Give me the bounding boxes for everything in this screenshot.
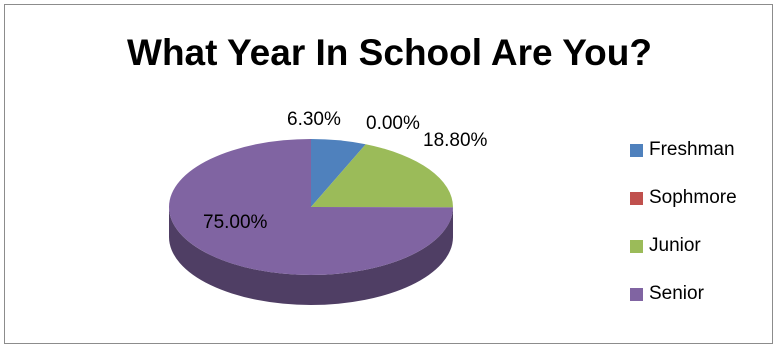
pie-slice-freshman [311, 139, 366, 207]
legend-item-sophmore: Sophmore [630, 186, 737, 210]
legend-item-senior: Senior [630, 282, 737, 306]
legend-swatch-freshman [630, 143, 643, 157]
legend: Freshman Sophmore Junior Senior [630, 138, 737, 306]
legend-swatch-senior [630, 287, 643, 301]
pie-slice-senior [168, 139, 453, 276]
legend-item-freshman: Freshman [630, 138, 737, 162]
data-label-sophmore: 0.00% [366, 113, 420, 134]
data-label-freshman: 6.30% [287, 109, 341, 130]
pie-side-senior [169, 207, 453, 305]
chart-title: What Year In School Are You? [127, 32, 652, 73]
legend-label-junior: Junior [649, 235, 701, 256]
legend-item-junior: Junior [630, 234, 737, 258]
legend-label-sophmore: Sophmore [649, 187, 737, 208]
pie-slice-junior [311, 144, 453, 208]
legend-swatch-sophmore [630, 191, 643, 205]
data-label-senior: 75.00% [203, 212, 268, 233]
legend-swatch-junior [630, 239, 643, 253]
legend-label-senior: Senior [649, 283, 704, 304]
data-label-junior: 18.80% [423, 130, 488, 151]
legend-label-freshman: Freshman [649, 139, 735, 160]
